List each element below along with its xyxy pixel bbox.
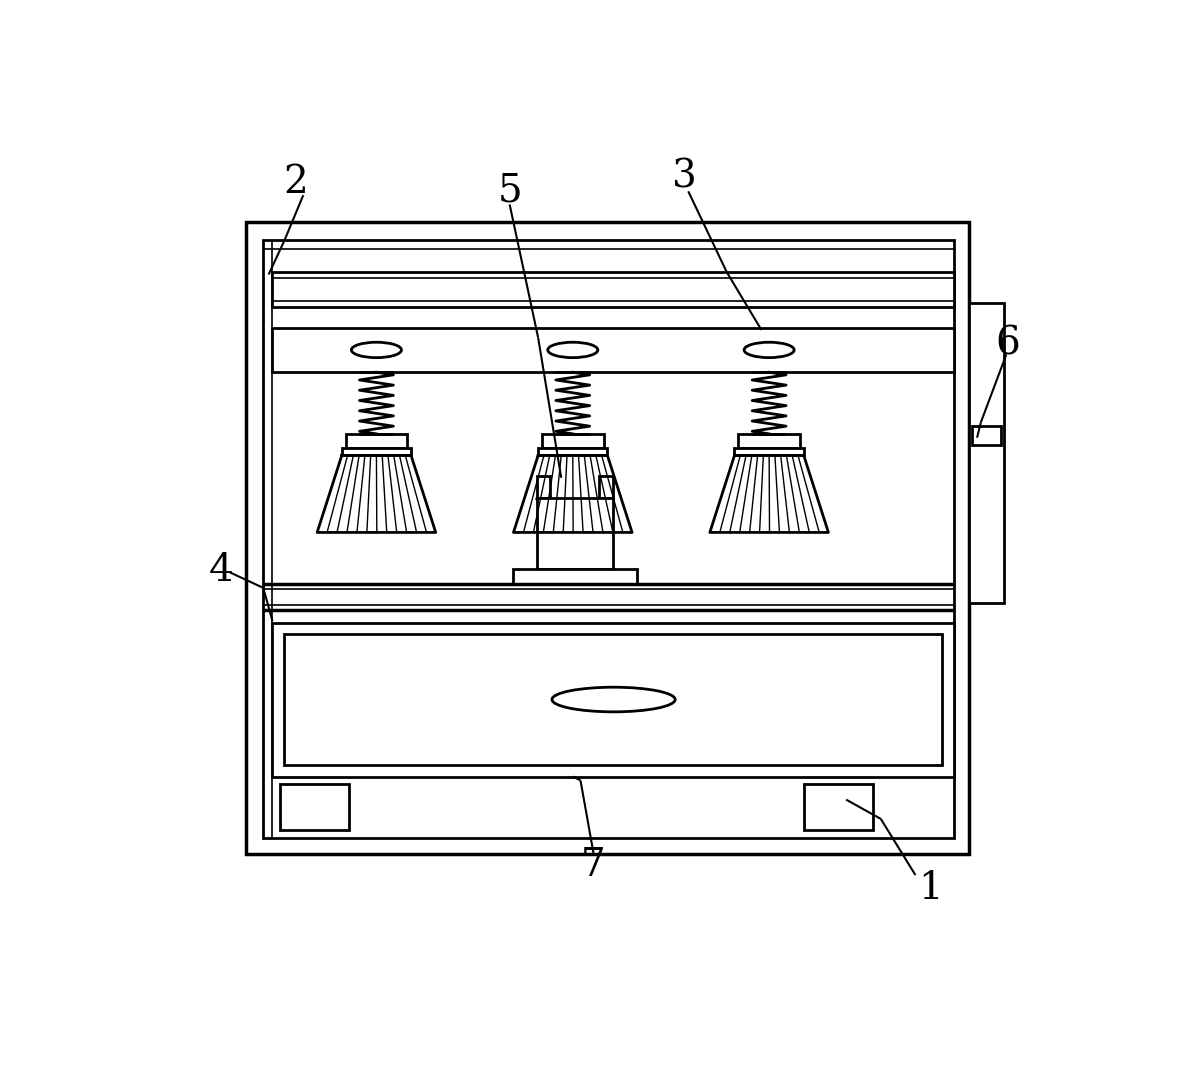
Bar: [342, 448, 411, 455]
Bar: [973, 426, 1000, 445]
Ellipse shape: [548, 343, 598, 358]
Bar: [537, 477, 550, 497]
Bar: [538, 448, 608, 455]
Text: 3: 3: [673, 159, 697, 196]
Bar: [273, 329, 954, 372]
Bar: [739, 433, 800, 448]
Bar: [803, 784, 873, 830]
Bar: [263, 240, 954, 838]
Bar: [273, 272, 954, 307]
Bar: [969, 303, 1004, 603]
Text: 2: 2: [283, 163, 307, 201]
Text: 1: 1: [919, 870, 943, 907]
Text: 6: 6: [996, 325, 1020, 362]
Ellipse shape: [552, 688, 675, 712]
Ellipse shape: [745, 343, 794, 358]
Bar: [514, 569, 637, 584]
Bar: [599, 477, 613, 497]
Text: 4: 4: [209, 551, 233, 589]
Bar: [283, 635, 943, 765]
Bar: [735, 448, 803, 455]
Text: 5: 5: [497, 173, 522, 210]
Text: 7: 7: [581, 846, 607, 883]
Bar: [280, 784, 349, 830]
Bar: [542, 433, 604, 448]
Bar: [273, 623, 954, 776]
Bar: [346, 433, 407, 448]
Ellipse shape: [352, 343, 401, 358]
Bar: [245, 222, 969, 854]
Bar: [537, 497, 613, 569]
